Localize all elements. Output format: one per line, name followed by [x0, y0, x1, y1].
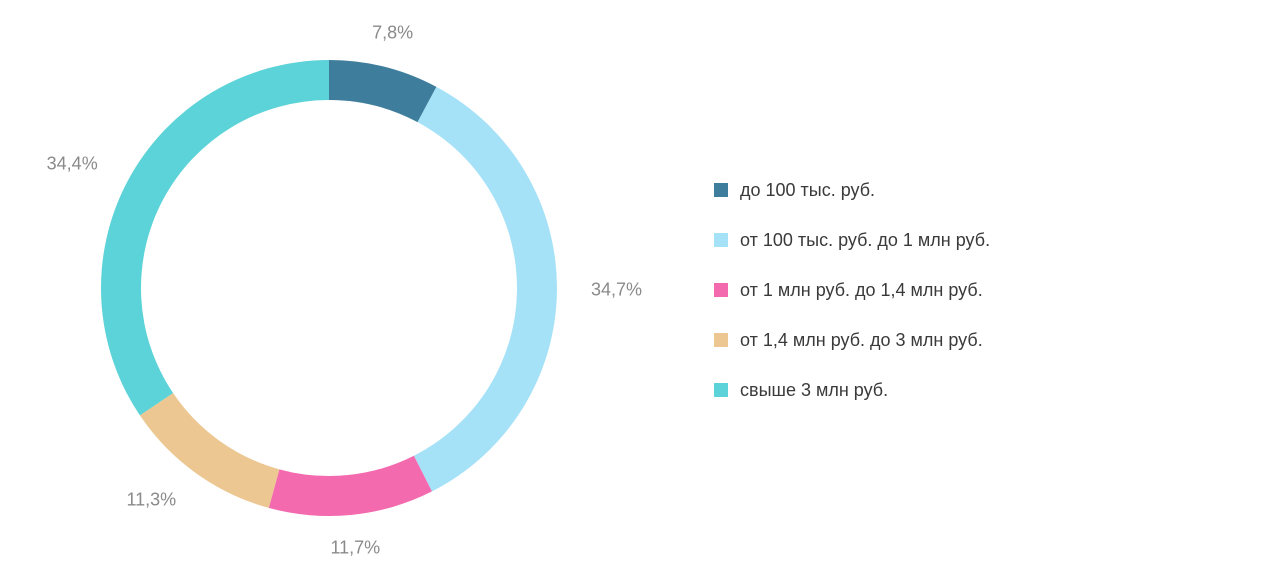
value-label: 34,7%	[591, 280, 642, 300]
legend-label: от 100 тыс. руб. до 1 млн руб.	[740, 230, 990, 250]
donut-segment	[268, 455, 432, 516]
value-label: 11,3%	[126, 490, 176, 510]
legend-swatch	[714, 333, 728, 347]
legend-swatch	[714, 183, 728, 197]
legend-swatch	[714, 383, 728, 397]
donut-segment	[329, 60, 437, 123]
legend-label: свыше 3 млн руб.	[740, 380, 888, 400]
legend-swatch	[714, 233, 728, 247]
legend-label: от 1 млн руб. до 1,4 млн руб.	[740, 280, 983, 300]
donut-segment	[139, 393, 280, 508]
legend-swatch	[714, 283, 728, 297]
value-label: 34,4%	[47, 154, 98, 174]
donut-segment	[100, 59, 329, 416]
value-label: 7,8%	[372, 23, 413, 43]
legend-label: до 100 тыс. руб.	[740, 180, 875, 200]
value-label: 11,7%	[330, 537, 380, 557]
legend-label: от 1,4 млн руб. до 3 млн руб.	[740, 330, 983, 350]
donut-segment	[413, 86, 557, 492]
